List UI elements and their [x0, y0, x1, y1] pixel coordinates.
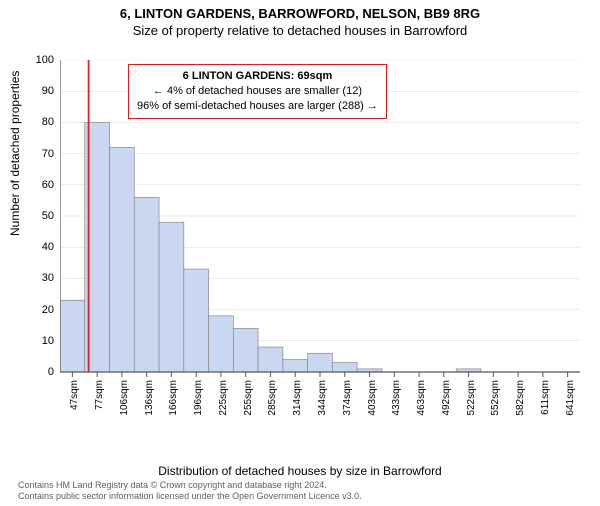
xtick-label: 463sqm [416, 380, 427, 416]
xtick-label: 255sqm [243, 380, 254, 416]
xtick-label: 225sqm [218, 380, 229, 416]
xtick-label: 196sqm [193, 380, 204, 416]
ytick-label: 0 [26, 366, 54, 378]
xtick-label: 314sqm [292, 380, 303, 416]
ytick-label: 80 [26, 116, 54, 128]
x-axis-label: Distribution of detached houses by size … [0, 464, 600, 478]
ytick-label: 60 [26, 179, 54, 191]
footer-line2: Contains public sector information licen… [18, 491, 362, 502]
xtick-label: 106sqm [119, 380, 130, 416]
footer-attribution: Contains HM Land Registry data © Crown c… [18, 480, 362, 503]
ytick-label: 30 [26, 272, 54, 284]
xtick-label: 285sqm [267, 380, 278, 416]
ytick-label: 20 [26, 304, 54, 316]
xtick-label: 492sqm [441, 380, 452, 416]
xtick-label: 582sqm [515, 380, 526, 416]
xtick-label: 47sqm [69, 380, 80, 410]
ytick-label: 70 [26, 148, 54, 160]
callout-box: 6 LINTON GARDENS: 69sqm ← 4% of detached… [128, 64, 387, 119]
xtick-label: 611sqm [540, 380, 551, 415]
xtick-label: 522sqm [466, 380, 477, 416]
xtick-label: 344sqm [317, 380, 328, 416]
ytick-label: 100 [26, 54, 54, 66]
chart-area: 6 LINTON GARDENS: 69sqm ← 4% of detached… [60, 60, 580, 420]
callout-line2: ← 4% of detached houses are smaller (12) [137, 84, 378, 99]
xtick-label: 166sqm [168, 380, 179, 416]
callout-line1: 6 LINTON GARDENS: 69sqm [137, 69, 378, 84]
ytick-label: 90 [26, 85, 54, 97]
title-main: 6, LINTON GARDENS, BARROWFORD, NELSON, B… [0, 6, 600, 21]
footer-line1: Contains HM Land Registry data © Crown c… [18, 480, 362, 491]
ytick-label: 40 [26, 241, 54, 253]
xtick-label: 374sqm [342, 380, 353, 416]
callout-line3: 96% of semi-detached houses are larger (… [137, 99, 378, 114]
xtick-label: 77sqm [94, 380, 105, 410]
ytick-label: 50 [26, 210, 54, 222]
xtick-label: 433sqm [391, 380, 402, 416]
xtick-label: 136sqm [144, 380, 155, 416]
ytick-label: 10 [26, 335, 54, 347]
xtick-label: 641sqm [565, 380, 576, 416]
title-sub: Size of property relative to detached ho… [0, 23, 600, 38]
xtick-label: 552sqm [490, 380, 501, 416]
xtick-label: 403sqm [367, 380, 378, 416]
y-axis-label: Number of detached properties [8, 71, 22, 236]
